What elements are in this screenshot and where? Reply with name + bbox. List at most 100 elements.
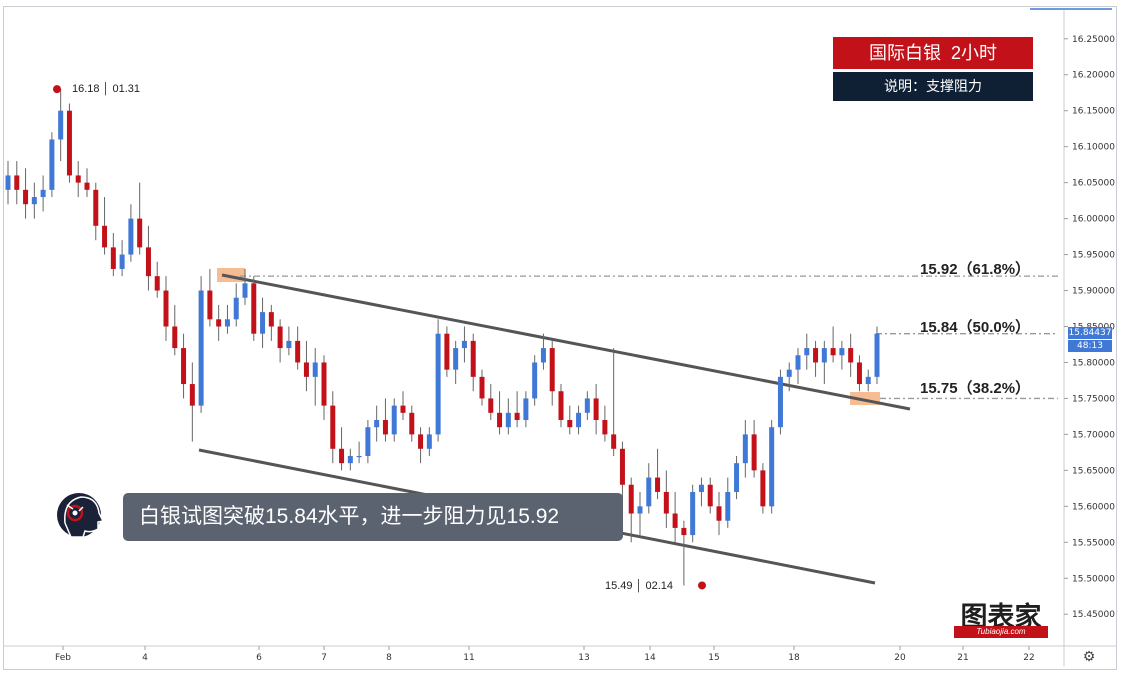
level-label-61-8: 15.92（61.8%） xyxy=(920,261,1031,278)
candle-body xyxy=(813,348,819,363)
candle-body xyxy=(49,139,55,190)
candle-body xyxy=(856,362,862,385)
candle-body xyxy=(514,412,520,421)
candle-body xyxy=(374,420,380,428)
candle-body xyxy=(488,398,494,413)
candle-body xyxy=(426,434,432,449)
candle-body xyxy=(260,312,266,334)
x-tick-label: 20 xyxy=(894,653,906,663)
candle-body xyxy=(751,434,757,471)
y-tick-label: 15.75000 xyxy=(1072,394,1115,404)
y-tick-label: 16.10000 xyxy=(1072,143,1115,153)
y-tick-label: 16.00000 xyxy=(1072,215,1115,225)
candle-body xyxy=(154,276,160,291)
candle-body xyxy=(5,175,11,190)
candle-body xyxy=(865,376,871,385)
candle-body xyxy=(698,484,704,492)
candle-body xyxy=(207,290,213,320)
level-label-38-2: 15.75（38.2%） xyxy=(920,380,1031,397)
candle-body xyxy=(233,297,239,320)
candle-body xyxy=(330,405,336,449)
candle-body xyxy=(14,175,20,190)
candle-body xyxy=(760,470,766,507)
candle-body xyxy=(725,491,731,521)
candle-body xyxy=(321,362,327,406)
candle-body xyxy=(181,348,187,385)
candle-body xyxy=(602,420,608,435)
high-marker-dot xyxy=(53,85,61,94)
x-tick-label: 18 xyxy=(788,653,800,663)
candle-body xyxy=(523,398,529,421)
candle-body xyxy=(593,398,599,421)
y-tick-label: 15.55000 xyxy=(1072,538,1115,548)
candle-body xyxy=(549,348,555,392)
candle-body xyxy=(690,491,696,536)
candle-body xyxy=(532,362,538,399)
candle-body xyxy=(189,384,195,406)
candle-body xyxy=(558,391,564,421)
candle-body xyxy=(777,376,783,428)
candle-body xyxy=(339,448,345,464)
candle-body xyxy=(637,506,643,514)
candle-body xyxy=(672,513,678,528)
candle-body xyxy=(742,434,748,464)
candle-body xyxy=(224,319,230,327)
candle-body xyxy=(277,326,283,349)
low-marker-label: 15.49 │ 02.14 xyxy=(605,580,674,592)
y-tick-label: 15.45000 xyxy=(1072,610,1115,620)
candle-body xyxy=(681,527,687,536)
candle-body xyxy=(110,247,116,269)
candle-body xyxy=(734,463,740,492)
x-tick-label: Feb xyxy=(55,653,71,663)
candle-body xyxy=(286,340,292,349)
candle-body xyxy=(356,455,362,458)
candle-body xyxy=(128,218,134,255)
x-tick-label: 8 xyxy=(386,653,392,663)
candle-body xyxy=(435,333,441,435)
y-tick-label: 16.20000 xyxy=(1072,71,1115,81)
candle-body xyxy=(540,348,546,363)
candle-body xyxy=(198,290,204,406)
chart-subtitle: 说明：支撑阻力 xyxy=(833,72,1033,101)
caption-banner: 白银试图突破15.84水平，进一步阻力见15.92 xyxy=(123,493,623,541)
brand-logo-url: Tubiaojia.com xyxy=(954,626,1048,638)
chart-title: 国际白银 2小时 xyxy=(833,37,1033,69)
candle-body xyxy=(874,333,880,377)
x-tick-label: 15 xyxy=(708,653,719,663)
x-tick-label: 7 xyxy=(321,653,327,663)
candle-body xyxy=(786,369,792,377)
candle-body xyxy=(119,254,125,269)
x-tick-label: 11 xyxy=(463,653,474,663)
candle-body xyxy=(145,247,151,277)
chart-frame xyxy=(3,6,1117,670)
candle-body xyxy=(497,412,503,428)
candle-body xyxy=(769,427,775,507)
candle-body xyxy=(66,110,72,176)
countdown-tag: 48:13 xyxy=(1068,340,1112,352)
high-marker-label: 16.18 │ 01.31 xyxy=(72,83,141,95)
candle-body xyxy=(400,405,406,413)
candle-body xyxy=(58,110,64,140)
y-tick-label: 15.80000 xyxy=(1072,358,1115,368)
y-tick-label: 15.90000 xyxy=(1072,287,1115,297)
candle-body xyxy=(268,312,274,327)
candle-body xyxy=(216,319,222,327)
candle-body xyxy=(821,348,827,363)
y-tick-label: 16.25000 xyxy=(1072,35,1115,45)
level-label-50-0: 15.84（50.0%） xyxy=(920,319,1031,336)
candle-body xyxy=(84,182,90,190)
candle-body xyxy=(40,189,46,198)
candle-body xyxy=(409,412,415,435)
candle-body xyxy=(444,333,450,370)
gear-icon[interactable]: ⚙ xyxy=(1082,648,1096,664)
x-tick-label: 6 xyxy=(256,653,262,663)
y-tick-label: 16.15000 xyxy=(1072,107,1115,117)
candle-body xyxy=(479,376,485,399)
candle-body xyxy=(470,340,476,377)
x-tick-label: 4 xyxy=(142,653,148,663)
candle-body xyxy=(382,420,388,435)
last-price-tag: 15.84437 xyxy=(1068,327,1112,339)
candle-body xyxy=(295,340,301,363)
candle-body xyxy=(505,412,511,428)
